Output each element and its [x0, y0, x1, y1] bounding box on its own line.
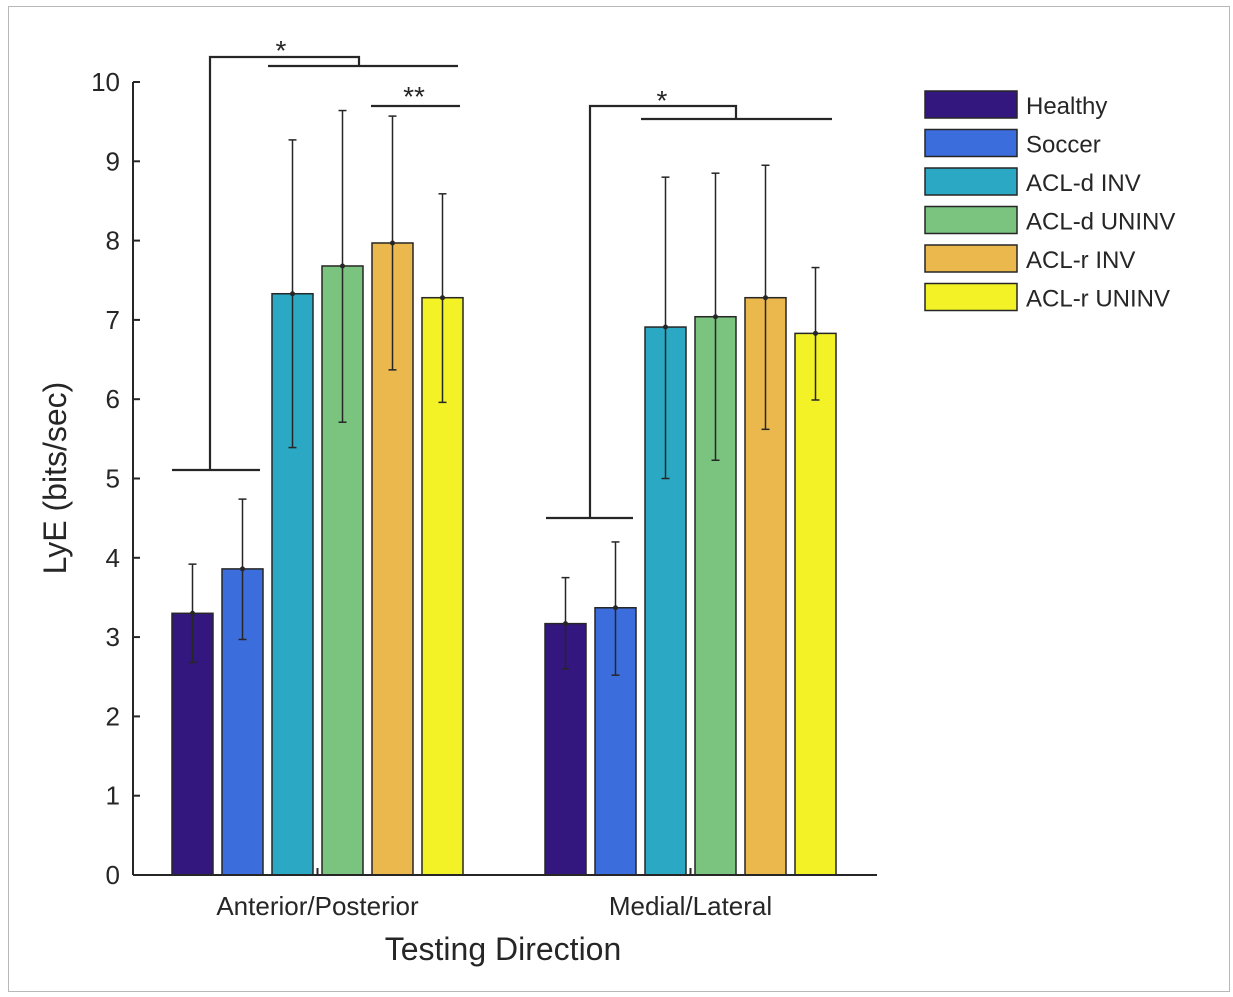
y-tick-label: 1	[106, 781, 120, 811]
legend-swatch	[924, 282, 1018, 312]
y-tick-label: 7	[106, 305, 120, 335]
mean-marker	[763, 295, 768, 301]
x-category-label: Medial/Lateral	[609, 891, 772, 921]
error-bars-layer	[188, 109, 820, 676]
y-tick-label: 6	[106, 384, 120, 414]
legend-swatch	[924, 244, 1018, 273]
bars-layer	[171, 242, 837, 876]
mean-marker	[713, 314, 718, 320]
legend-label: ACL-r INV	[1026, 247, 1135, 274]
y-ticks-layer: 0 1 2 3 4 5 6 7 8 9 10	[91, 67, 140, 890]
x-axis-title: Testing Direction	[385, 931, 622, 967]
mean-marker	[813, 330, 818, 336]
legend-label: ACL-d INV	[1026, 170, 1141, 197]
legend-label: Healthy	[1026, 93, 1107, 120]
mean-marker	[613, 605, 618, 611]
mean-marker	[340, 263, 345, 269]
legend-swatch	[924, 128, 1018, 158]
legend-swatch	[924, 167, 1018, 196]
y-tick-label: 5	[106, 464, 120, 494]
y-tick-label: 3	[106, 622, 120, 652]
y-axis-title: LyE (bits/sec)	[37, 382, 73, 575]
mean-marker	[440, 295, 445, 301]
legend-label: ACL-r UNINV	[1026, 286, 1170, 313]
legend-swatch	[924, 90, 1018, 119]
legend-label: Soccer	[1026, 132, 1101, 159]
mean-marker	[663, 324, 668, 330]
significance-mark-ap: *	[276, 35, 287, 66]
significance-mark-ap-r: **	[403, 81, 425, 112]
y-tick-label: 4	[106, 543, 120, 573]
bar-acl-r-uninv-ml	[794, 332, 837, 876]
mean-marker	[290, 291, 295, 297]
legend-swatch	[924, 205, 1018, 235]
legend: Healthy Soccer ACL-d INV ACL-d UNINV ACL-r I…	[916, 83, 1206, 317]
mean-marker	[190, 610, 195, 616]
y-tick-label: 10	[91, 67, 120, 97]
legend-box	[916, 83, 1206, 317]
x-categories-layer: Anterior/Posterior Medial/Lateral	[216, 868, 772, 921]
y-tick-label: 9	[106, 146, 120, 176]
bar-soccer-ap	[221, 568, 264, 876]
mean-marker	[390, 240, 395, 246]
significance-layer: * ** *	[172, 35, 832, 520]
legend-label: ACL-d UNINV	[1026, 209, 1175, 236]
y-tick-label: 8	[106, 226, 120, 256]
significance-bracket-ml	[546, 104, 832, 520]
mean-marker	[563, 621, 568, 627]
x-category-label: Anterior/Posterior	[216, 891, 419, 921]
y-tick-label: 2	[106, 701, 120, 731]
y-tick-label: 0	[106, 860, 120, 890]
mean-marker	[240, 566, 245, 572]
significance-mark-ml: *	[657, 85, 668, 116]
significance-bracket-ap	[172, 55, 458, 472]
